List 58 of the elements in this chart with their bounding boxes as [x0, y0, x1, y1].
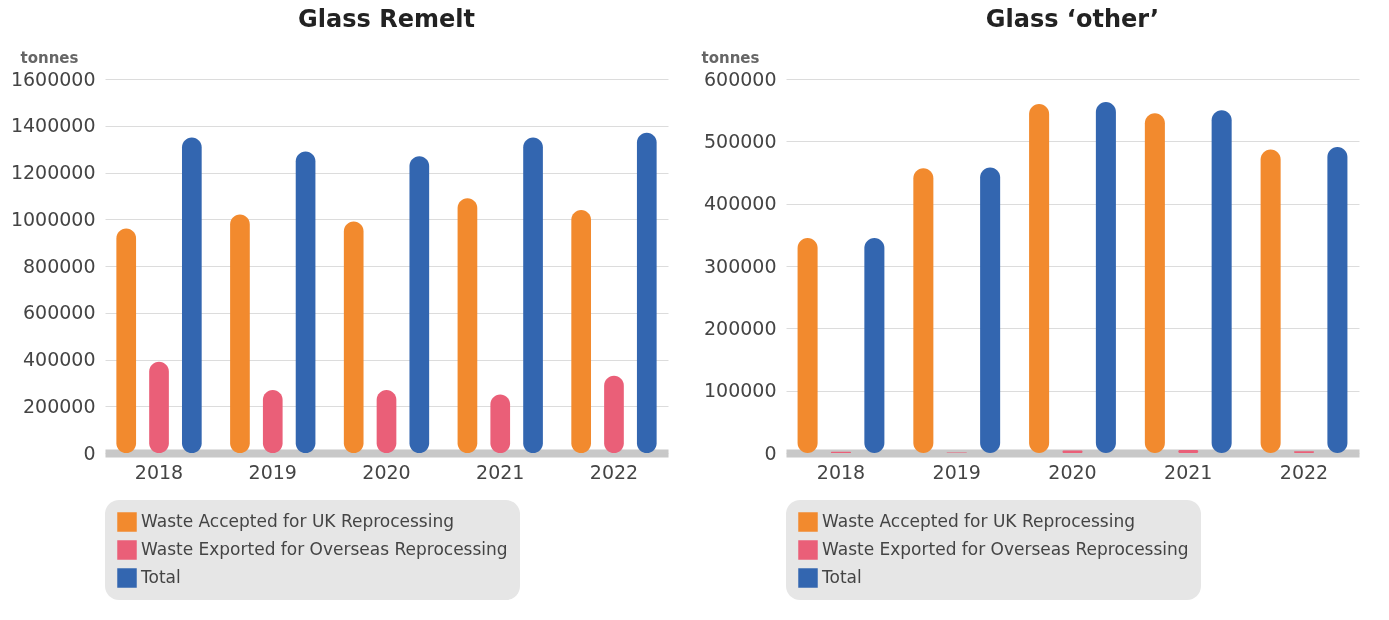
y-tick-label: 400000: [703, 192, 776, 215]
y-tick-label: 800000: [22, 254, 96, 277]
legend-label: Waste Exported for Overseas Reprocessing: [141, 539, 508, 559]
bar: [149, 361, 169, 453]
y-tick-label: 1200000: [10, 161, 96, 183]
x-tick-label: 2018: [816, 460, 865, 483]
x-tick-label: 2020: [1047, 460, 1097, 483]
y-axis-title: tonnes: [701, 48, 760, 67]
bar: [1326, 146, 1347, 453]
x-tick-label: 2019: [932, 460, 981, 483]
y-axis-title: tonnes: [20, 48, 79, 67]
bar: [1095, 102, 1116, 453]
x-tick-label: 2022: [589, 460, 639, 483]
bar: [1028, 103, 1049, 453]
y-tick-label: 1000000: [10, 207, 96, 230]
y-tick-label: 600000: [703, 67, 776, 90]
bar: [797, 237, 818, 453]
y-tick-label: 1400000: [10, 114, 96, 137]
bar: [230, 214, 250, 453]
bar: [636, 132, 657, 453]
bar: [295, 151, 316, 453]
x-tick-label: 2019: [248, 460, 297, 483]
bar: [604, 375, 624, 453]
bar: [116, 228, 137, 453]
y-tick-label: 300000: [703, 254, 776, 277]
y-tick-label: 600000: [22, 301, 96, 324]
y-tick-label: 200000: [703, 316, 776, 339]
y-tick-label: 200000: [22, 394, 96, 417]
legend-label: Waste Exported for Overseas Reprocessing: [821, 539, 1189, 559]
bar: [912, 168, 933, 453]
legend-label: Waste Accepted for UK Reprocessing: [141, 511, 455, 531]
y-tick-label: 1600000: [10, 67, 96, 90]
y-tick-label: 500000: [703, 129, 776, 152]
bar: [409, 156, 430, 453]
bar: [979, 167, 1000, 453]
y-tick-label: 400000: [22, 348, 96, 370]
y-tick-label: 0: [83, 441, 96, 464]
bar: [571, 209, 592, 453]
x-tick-label: 2020: [362, 460, 411, 483]
bar: [523, 137, 543, 453]
legend-label: Total: [820, 567, 862, 587]
legend-label: Waste Accepted for UK Reprocessing: [821, 511, 1135, 531]
bar: [343, 221, 364, 453]
bar: [1144, 113, 1165, 453]
legend-label: Total: [140, 567, 181, 587]
chart-title: Glass ‘other’: [985, 5, 1159, 33]
bar: [457, 198, 478, 453]
bar: [1260, 149, 1281, 453]
y-tick-label: 100000: [703, 379, 776, 402]
bar: [1211, 110, 1232, 453]
bar: [181, 137, 202, 453]
x-tick-label: 2021: [476, 460, 525, 483]
x-tick-label: 2022: [1279, 460, 1328, 483]
x-tick-label: 2018: [134, 460, 184, 483]
chart-title: Glass Remelt: [298, 5, 475, 33]
bar: [863, 237, 884, 453]
y-tick-label: 0: [763, 441, 776, 464]
x-tick-label: 2021: [1163, 460, 1212, 483]
